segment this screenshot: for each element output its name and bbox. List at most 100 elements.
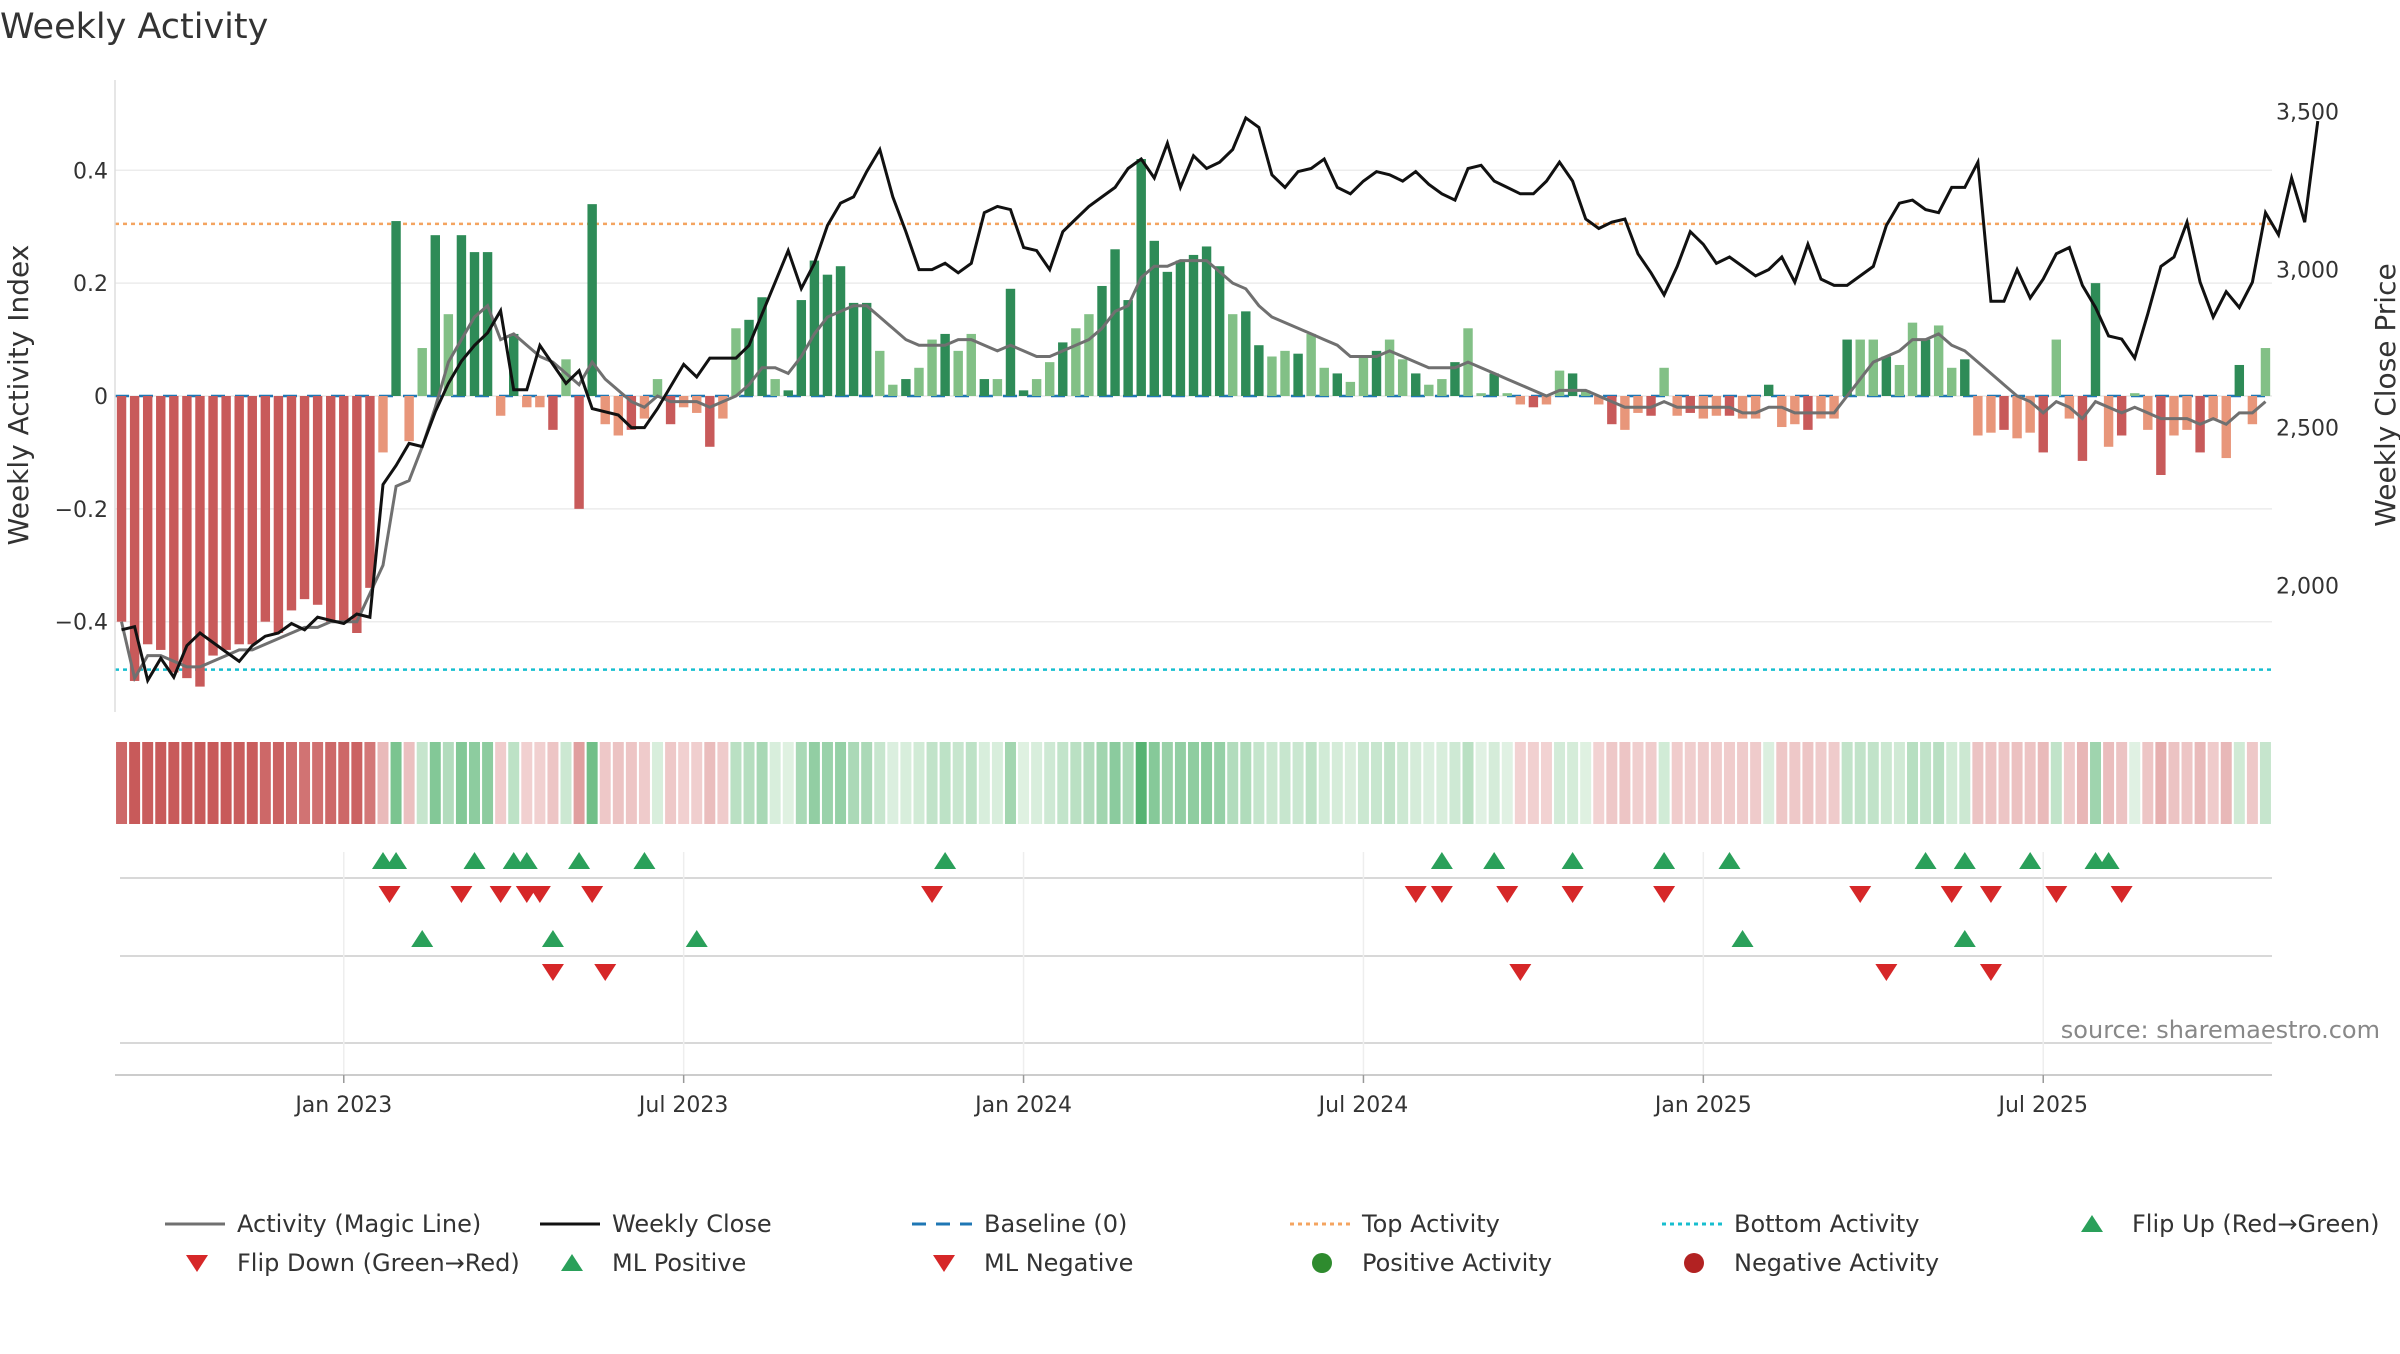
flip-down-marker bbox=[541, 964, 564, 981]
activity-bar bbox=[1515, 396, 1526, 405]
x-tick-label: Jul 2023 bbox=[637, 1093, 729, 1118]
activity-bar bbox=[430, 235, 440, 396]
activity-bar bbox=[1071, 328, 1081, 396]
activity-bar bbox=[1567, 373, 1578, 396]
heat-strip-cell bbox=[1410, 742, 1422, 824]
heat-strip-cell bbox=[704, 742, 716, 824]
legend-label: ML Positive bbox=[612, 1249, 746, 1277]
activity-bar bbox=[1306, 333, 1316, 396]
heat-strip-cell bbox=[586, 742, 598, 824]
heat-strip-cell bbox=[469, 742, 480, 824]
y-tick-label: 0 bbox=[94, 385, 108, 410]
legend-label: Top Activity bbox=[1361, 1210, 1500, 1238]
activity-bar bbox=[312, 396, 323, 605]
activity-bar bbox=[299, 396, 310, 600]
flip-down-marker bbox=[378, 886, 401, 903]
flip-up-marker bbox=[1430, 852, 1453, 869]
activity-bar bbox=[665, 396, 676, 425]
activity-bar bbox=[142, 396, 153, 645]
x-tick-label: Jul 2024 bbox=[1317, 1093, 1409, 1118]
activity-bar bbox=[1933, 325, 1944, 396]
heat-strip-cell bbox=[1488, 742, 1500, 824]
legend-item: Flip Up (Red→Green) bbox=[2081, 1210, 2380, 1238]
heat-strip-cell bbox=[625, 742, 637, 824]
activity-bar bbox=[783, 390, 793, 396]
heat-strip-cell bbox=[874, 742, 886, 824]
legend-label: Flip Up (Red→Green) bbox=[2132, 1210, 2380, 1238]
activity-bar bbox=[1345, 381, 1356, 396]
heat-strip-cell bbox=[1946, 742, 1958, 824]
legend-item: Baseline (0) bbox=[912, 1210, 1127, 1238]
heat-strip-cell bbox=[181, 742, 193, 824]
heat-strip-cell bbox=[351, 742, 363, 824]
heat-strip-cell bbox=[939, 742, 951, 824]
y-tick-label: 0.4 bbox=[73, 159, 108, 184]
heat-strip-cell bbox=[1070, 742, 1082, 824]
heat-strip-cell bbox=[2037, 742, 2049, 824]
heat-strip-cell bbox=[1985, 742, 1997, 824]
heat-strip-cell bbox=[1279, 742, 1291, 824]
heat-strip-cell bbox=[390, 742, 402, 824]
heat-strip-cell bbox=[573, 742, 585, 824]
legend-item: ML Positive bbox=[561, 1249, 746, 1277]
activity-bar bbox=[1476, 393, 1486, 396]
heat-strip-cell bbox=[1214, 742, 1226, 824]
activity-bar bbox=[796, 300, 807, 396]
heat-strip-cell bbox=[2233, 742, 2245, 824]
activity-bar bbox=[1084, 314, 1094, 396]
activity-bar bbox=[234, 396, 244, 645]
activity-bar bbox=[835, 266, 846, 396]
activity-bar bbox=[495, 396, 506, 416]
activity-bar bbox=[2260, 348, 2271, 396]
activity-bar bbox=[2234, 364, 2245, 396]
flip-down-marker bbox=[1979, 964, 2002, 981]
heat-strip-cell bbox=[2155, 742, 2167, 824]
heat-strip-cell bbox=[1802, 742, 1814, 824]
heat-strip-cell bbox=[1723, 742, 1735, 824]
activity-bar bbox=[548, 396, 558, 430]
activity-bar bbox=[652, 379, 663, 396]
heat-strip-cell bbox=[1331, 742, 1343, 824]
activity-bar bbox=[1502, 393, 1512, 396]
legend-item: Flip Down (Green→Red) bbox=[186, 1249, 520, 1277]
heat-strip-cell bbox=[2024, 742, 2036, 824]
heat-strip-cell bbox=[1854, 742, 1866, 824]
heat-strip-cell bbox=[769, 742, 781, 824]
activity-bar bbox=[1907, 322, 1918, 396]
activity-bar bbox=[888, 384, 898, 396]
heat-strip-cell bbox=[848, 742, 860, 824]
heat-strip-cell bbox=[1004, 742, 1016, 824]
heat-strip-cell bbox=[1174, 742, 1186, 824]
heat-strip-cell bbox=[1018, 742, 1030, 824]
activity-bar bbox=[1332, 373, 1343, 396]
heat-strip-cell bbox=[1697, 742, 1709, 824]
heat-strip-cell bbox=[808, 742, 820, 824]
legend-label: Baseline (0) bbox=[984, 1210, 1127, 1238]
activity-bar bbox=[1737, 396, 1748, 419]
flip-up-marker bbox=[1731, 930, 1754, 947]
heat-strip-cell bbox=[612, 742, 624, 824]
heat-strip-cell bbox=[1527, 742, 1539, 824]
heat-strip-cell bbox=[665, 742, 677, 824]
heat-strip-cell bbox=[2129, 742, 2141, 824]
legend-label: Flip Down (Green→Red) bbox=[237, 1249, 520, 1277]
flip-up-marker bbox=[1914, 852, 1937, 869]
activity-bar bbox=[1267, 356, 1277, 396]
activity-bar bbox=[1188, 254, 1199, 396]
activity-bar bbox=[626, 396, 637, 430]
activity-bar bbox=[875, 350, 885, 396]
activity-bar bbox=[1424, 384, 1434, 396]
legend-item: Positive Activity bbox=[1312, 1249, 1552, 1277]
heat-strip-cell bbox=[717, 742, 729, 824]
heat-strip-cell bbox=[259, 742, 271, 824]
heat-strip-cell bbox=[220, 742, 232, 824]
activity-bar bbox=[1554, 370, 1565, 396]
activity-bar bbox=[1894, 364, 1905, 396]
activity-bar bbox=[1960, 359, 1970, 396]
flip-up-marker bbox=[385, 852, 408, 869]
legend-swatch bbox=[933, 1255, 955, 1272]
heat-strip-cell bbox=[821, 742, 833, 824]
activity-bar bbox=[2077, 396, 2088, 461]
activity-bar bbox=[1450, 362, 1460, 396]
heat-strip-cell bbox=[1658, 742, 1670, 824]
